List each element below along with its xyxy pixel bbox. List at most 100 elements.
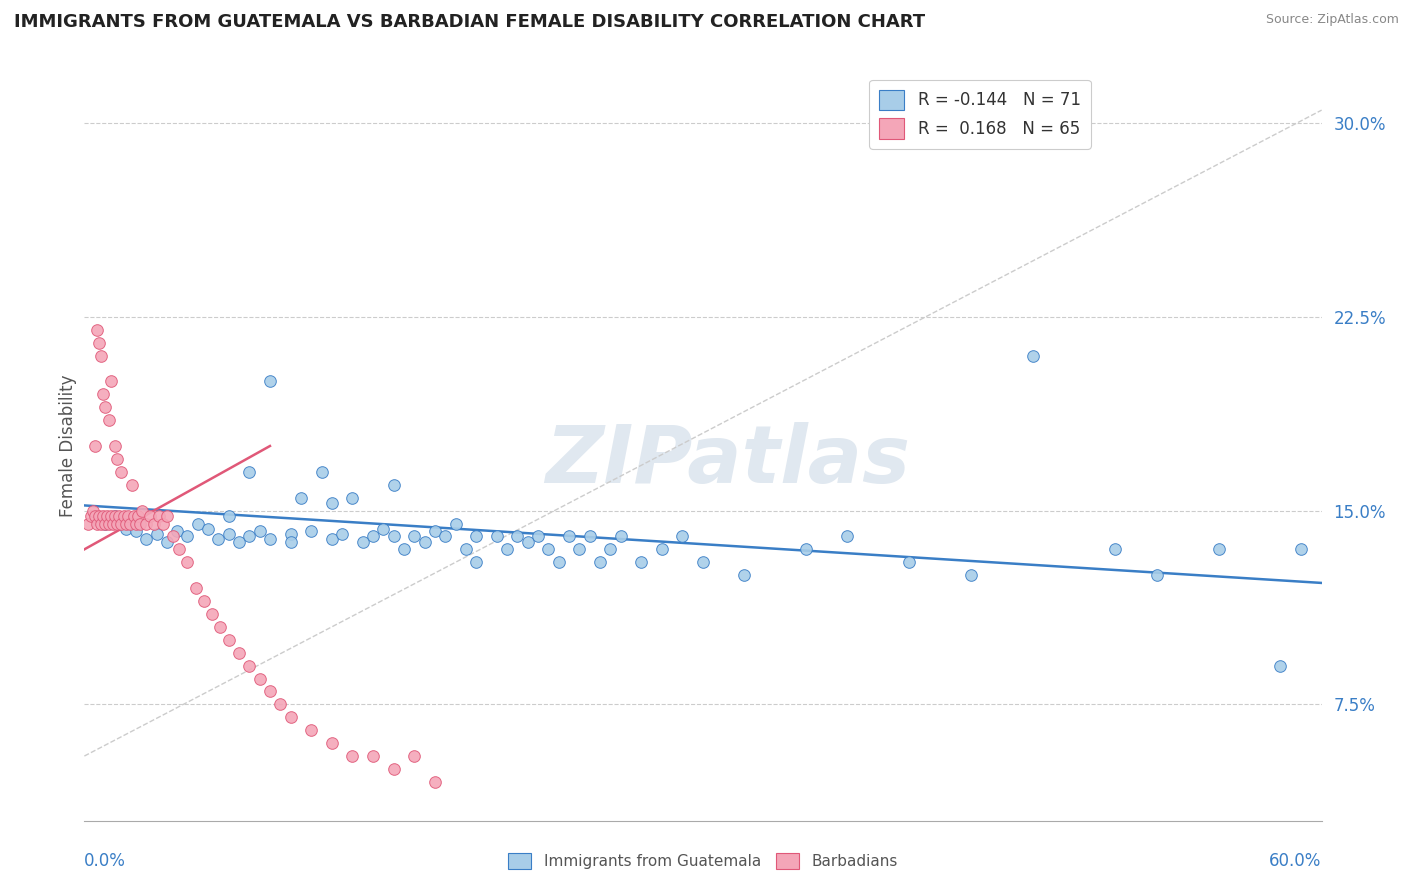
Point [454,542,477,557]
Point [423,524,446,539]
Point [125,524,148,539]
Point [361,749,384,764]
Point [118,516,141,531]
Point [568,542,591,557]
Point [516,534,538,549]
Point [121,477,143,491]
Point [152,516,174,531]
Point [131,503,153,517]
Point [630,555,652,569]
Point [176,529,198,543]
Point [103,516,125,531]
Point [209,620,232,634]
Point [794,542,817,557]
Text: 60.0%: 60.0% [1270,852,1322,870]
Point [238,658,260,673]
Point [218,526,240,541]
Point [94,516,117,531]
Point [280,526,302,541]
Point [837,529,859,543]
Point [148,508,170,523]
Point [82,503,104,517]
Point [87,335,110,350]
Point [558,529,581,543]
Text: ZIPatlas: ZIPatlas [546,422,910,500]
Point [465,529,488,543]
Point [898,555,921,569]
Point [98,413,121,427]
Point [671,529,693,543]
Point [98,516,121,531]
Point [94,516,117,531]
Point [105,516,128,531]
Point [135,516,157,531]
Point [485,529,508,543]
Point [86,323,108,337]
Point [1270,658,1292,673]
Point [392,542,415,557]
Point [496,542,519,557]
Point [311,465,333,479]
Point [87,508,110,523]
Text: Source: ZipAtlas.com: Source: ZipAtlas.com [1265,13,1399,27]
Point [125,516,148,531]
Point [228,646,250,660]
Point [692,555,714,569]
Point [207,532,229,546]
Point [79,508,101,523]
Point [77,516,100,531]
Point [135,532,157,546]
Point [1022,349,1045,363]
Point [321,736,343,750]
Point [90,516,112,531]
Point [100,375,122,389]
Text: 0.0%: 0.0% [84,852,127,870]
Point [83,508,105,523]
Point [129,516,152,531]
Point [269,698,291,712]
Point [382,529,405,543]
Point [537,542,560,557]
Point [162,529,184,543]
Point [238,529,260,543]
Point [122,508,145,523]
Point [145,526,167,541]
Point [280,534,302,549]
Point [94,401,117,415]
Point [361,529,384,543]
Point [547,555,569,569]
Point [187,516,209,531]
Point [404,749,426,764]
Point [108,508,131,523]
Point [1104,542,1126,557]
Legend: R = -0.144   N = 71, R =  0.168   N = 65: R = -0.144 N = 71, R = 0.168 N = 65 [869,79,1091,149]
Point [578,529,600,543]
Point [382,762,405,776]
Point [249,672,271,686]
Point [100,508,122,523]
Point [176,555,198,569]
Point [382,477,405,491]
Point [193,594,215,608]
Point [167,542,190,557]
Point [91,387,114,401]
Point [104,508,127,523]
Point [110,465,132,479]
Point [599,542,621,557]
Point [166,524,188,539]
Point [259,532,281,546]
Point [139,508,162,523]
Point [228,534,250,549]
Point [259,375,281,389]
Point [413,534,436,549]
Point [156,508,179,523]
Point [90,349,112,363]
Point [104,508,127,523]
Point [609,529,631,543]
Point [156,534,179,549]
Point [117,508,139,523]
Point [105,451,128,466]
Point [321,496,343,510]
Point [259,684,281,698]
Point [83,439,105,453]
